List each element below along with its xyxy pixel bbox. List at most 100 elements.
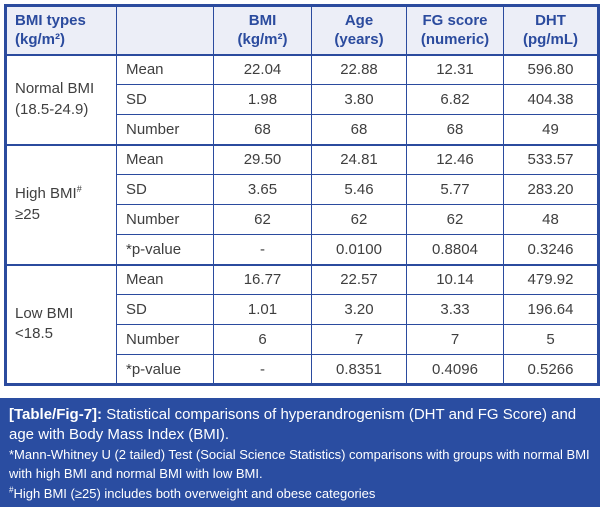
table-row: SD 1.01 3.20 3.33 196.64 [6,294,599,325]
header-bmi-types: BMI types (kg/m²) [5,5,117,55]
header-age: Age (years) [311,5,407,55]
row-label: Mean [116,143,214,175]
footnote-marker: # [76,184,82,195]
table-row: Normal BMI (18.5-24.9) Mean 22.04 22.88 … [5,53,599,145]
table-row: Number 68 68 68 49 [6,114,599,145]
table-row: Number 62 62 62 48 [6,204,599,235]
row-label: SD [116,174,214,205]
table-row: SD 1.98 3.80 6.82 404.38 [6,84,599,115]
table-row: SD 3.65 5.46 5.77 283.20 [6,174,599,205]
table-cell: 48 [503,204,599,235]
footnote-marker: # [9,485,14,495]
table-cell: - [213,234,312,265]
table-cell: 5.46 [311,174,407,205]
table-cell: 596.80 [503,53,599,85]
header-row: BMI types (kg/m²) BMI (kg/m²) Age (years… [5,5,599,55]
table-cell: 1.98 [213,84,312,115]
header-line: Age [344,11,374,29]
table-cell: 196.64 [503,294,599,325]
table-caption-block: [Table/Fig-7]: Statistical comparisons o… [0,398,600,507]
table-cell: 0.4096 [406,354,504,385]
table-cell: 3.33 [406,294,504,325]
row-label: Mean [116,53,214,85]
group-label-high-bmi: High BMI# ≥25 [5,143,117,265]
row-label: SD [116,84,214,115]
header-line: (kg/m²) [237,31,288,49]
header-line: (numeric) [420,31,490,49]
footnote-high-bmi: #High BMI (≥25) includes both overweight… [9,484,591,504]
table-cell: 62 [406,204,504,235]
row-label: SD [116,294,214,325]
row-label: *p-value [116,234,214,265]
header-line: FG score [422,11,488,29]
header-line: BMI types [15,11,86,29]
caption-text: Statistical comparisons of hyperandrogen… [9,406,577,443]
table-cell: 22.04 [213,53,312,85]
row-label: Number [116,324,214,355]
footnote-text: High BMI (≥25) includes both overweight … [13,485,376,501]
row-label: Number [116,204,214,235]
table-cell: 49 [503,114,599,145]
table-row: *p-value - 0.0100 0.8804 0.3246 [6,234,599,265]
table-cell: 22.57 [311,263,407,295]
header-dht: DHT (pg/mL) [503,5,599,55]
table-cell: 7 [406,324,504,355]
table-cell: 68 [311,114,407,145]
table-cell: 479.92 [503,263,599,295]
table-row: High BMI# ≥25 Mean 29.50 24.81 12.46 533… [5,143,599,265]
table-cell: 68 [406,114,504,145]
header-line: (kg/m²) [15,31,65,49]
table-cell: 24.81 [311,143,407,175]
table-cell: 404.38 [503,84,599,115]
table-cell: 0.0100 [311,234,407,265]
header-bmi: BMI (kg/m²) [213,5,312,55]
table-cell: 68 [213,114,312,145]
table-cell: 12.46 [406,143,504,175]
group-label-range: (18.5-24.9) [15,100,89,118]
header-line: (years) [334,31,384,49]
statistics-table: BMI types (kg/m²) BMI (kg/m²) Age (years… [4,4,600,386]
group-label-low-bmi: Low BMI <18.5 [5,263,117,385]
group-label-normal-bmi: Normal BMI (18.5-24.9) [5,53,117,145]
caption-label: [Table/Fig-7]: [9,406,103,423]
table-cell: 7 [311,324,407,355]
group-label-range: ≥25 [15,205,40,223]
table-cell: 5.77 [406,174,504,205]
table-cell: 16.77 [213,263,312,295]
row-label: Number [116,114,214,145]
table-cell: 10.14 [406,263,504,295]
table-cell: 1.01 [213,294,312,325]
table-row: *p-value - 0.8351 0.4096 0.5266 [6,354,599,385]
header-empty [116,5,214,55]
table-cell: 22.88 [311,53,407,85]
header-line: DHT [535,11,566,29]
table-row: Low BMI <18.5 Mean 16.77 22.57 10.14 479… [5,263,599,385]
table-cell: 5 [503,324,599,355]
table-cell: 3.65 [213,174,312,205]
group-label-text: High BMI [15,185,77,203]
group-label-text: Low BMI [15,305,74,322]
table-cell: - [213,354,312,385]
table-cell: 3.20 [311,294,407,325]
table-header: BMI types (kg/m²) BMI (kg/m²) Age (years… [5,5,599,55]
table-cell: 62 [213,204,312,235]
table-cell: 0.8804 [406,234,504,265]
footnote-mann-whitney: *Mann-Whitney U (2 tailed) Test (Social … [9,446,590,482]
table-cell: 0.8351 [311,354,407,385]
header-fg-score: FG score (numeric) [406,5,504,55]
table-cell: 533.57 [503,143,599,175]
group-label-text: Normal BMI [15,80,95,98]
table-cell: 29.50 [213,143,312,175]
table-cell: 6 [213,324,312,355]
table-cell: 283.20 [503,174,599,205]
table-cell: 6.82 [406,84,504,115]
group-label-range: <18.5 [15,325,53,343]
table-cell: 0.5266 [503,354,599,385]
table-caption: [Table/Fig-7]: Statistical comparisons o… [9,405,591,445]
header-line: BMI [248,11,277,29]
table-cell: 62 [311,204,407,235]
table-cell: 3.80 [311,84,407,115]
table-cell: 0.3246 [503,234,599,265]
row-label: Mean [116,263,214,295]
header-line: (pg/mL) [523,31,578,49]
